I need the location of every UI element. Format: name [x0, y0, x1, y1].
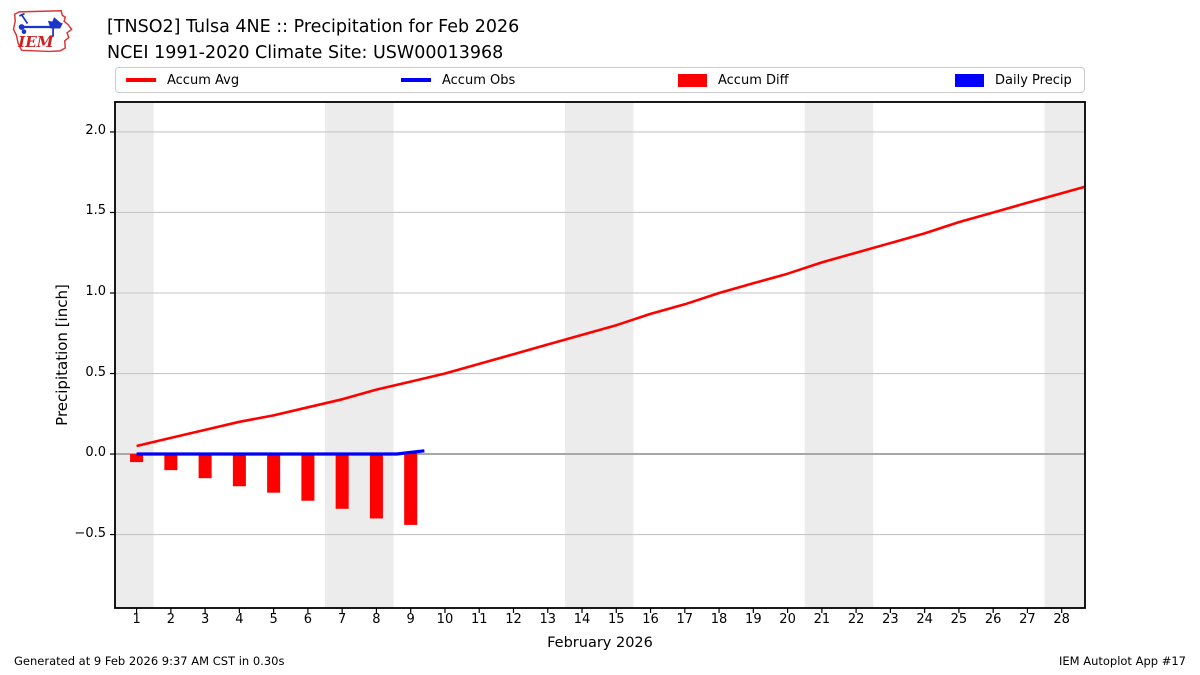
accum-diff-box-swatch — [678, 73, 707, 87]
weekend-band — [804, 102, 874, 608]
accum-obs-line-swatch — [401, 78, 431, 82]
y-tick-label: 0.0 — [85, 445, 106, 461]
y-tick-label: 1.5 — [85, 203, 106, 219]
accum-diff-bar — [164, 454, 178, 471]
x-tick-label: 17 — [676, 612, 694, 627]
x-tick-label: 7 — [338, 612, 347, 627]
chart-subtitle: NCEI 1991-2020 Climate Site: USW00013968 — [107, 42, 504, 63]
iem-logo: IEM — [12, 9, 73, 53]
footer-generated-text: Generated at 9 Feb 2026 9:37 AM CST in 0… — [14, 654, 285, 668]
y-tick-label: −0.5 — [74, 525, 106, 541]
x-tick-label: 4 — [235, 612, 244, 627]
accum-diff-bar — [198, 454, 212, 479]
accum-avg-line — [136, 185, 1086, 448]
legend-label-daily-precip: Daily Precip — [995, 72, 1072, 88]
x-tick-label: 6 — [303, 612, 313, 627]
chart-header: [TNSO2] Tulsa 4NE :: Precipitation for F… — [107, 15, 519, 66]
daily-precip-box-swatch — [955, 73, 984, 87]
y-tick-label: 0.5 — [85, 364, 106, 380]
plot-border — [114, 101, 1086, 609]
x-axis-label: February 2026 — [547, 635, 653, 651]
iem-logo-text: IEM — [17, 33, 55, 51]
weekend-band — [115, 102, 154, 608]
y-axis-label: Precipitation [inch] — [53, 284, 71, 426]
accum-diff-bar — [369, 454, 383, 519]
accum-diff-bar — [267, 454, 281, 493]
weekend-band — [1044, 102, 1085, 608]
x-tick-label: 16 — [642, 612, 659, 627]
x-tick-label: 27 — [1019, 612, 1036, 627]
accum-obs-line — [136, 449, 425, 456]
accum-diff-bar — [232, 454, 246, 487]
x-tick-label: 5 — [269, 612, 278, 627]
x-tick-label: 25 — [950, 612, 968, 627]
x-tick-label: 11 — [470, 612, 488, 627]
x-tick-label: 15 — [607, 612, 625, 627]
x-tick-label: 14 — [573, 612, 591, 627]
accum-diff-bar — [335, 454, 349, 509]
legend-item-accum-diff: Accum Diff — [678, 68, 789, 92]
x-tick-label: 12 — [505, 612, 522, 627]
accum-diff-bar — [130, 454, 144, 463]
accum-avg-line-swatch — [126, 78, 156, 82]
y-tick-label: 2.0 — [85, 122, 106, 138]
weekend-band — [564, 102, 634, 608]
x-tick-label: 24 — [916, 612, 933, 627]
x-tick-label: 22 — [847, 612, 865, 627]
chart-legend: Accum Avg Accum Obs Accum Diff Daily Pre… — [115, 67, 1085, 93]
accum-diff-bar — [301, 454, 315, 501]
x-tick-label: 28 — [1053, 612, 1070, 627]
x-tick-label: 8 — [372, 612, 381, 627]
legend-item-daily-precip: Daily Precip — [955, 68, 1072, 92]
x-tick-label: 21 — [813, 612, 831, 627]
legend-label-accum-avg: Accum Avg — [167, 72, 240, 88]
x-tick-label: 9 — [406, 612, 415, 627]
legend-label-accum-diff: Accum Diff — [718, 72, 789, 88]
x-tick-label: 18 — [710, 612, 728, 627]
footer-app-text: IEM Autoplot App #17 — [1058, 654, 1186, 668]
x-tick-label: 23 — [882, 612, 899, 627]
x-tick-label: 10 — [436, 612, 454, 627]
x-tick-label: 13 — [539, 612, 556, 627]
x-tick-label: 26 — [984, 612, 1002, 627]
legend-item-accum-avg: Accum Avg — [126, 68, 239, 92]
accum-diff-bar — [404, 454, 418, 525]
x-tick-label: 2 — [166, 612, 175, 627]
weekend-band — [325, 102, 394, 608]
legend-label-accum-obs: Accum Obs — [442, 72, 516, 88]
x-tick-label: 19 — [745, 612, 762, 627]
chart-title: [TNSO2] Tulsa 4NE :: Precipitation for F… — [107, 17, 520, 37]
weather-vane-icon — [18, 12, 63, 38]
x-tick-label: 20 — [779, 612, 796, 627]
y-tick-label: 1.0 — [85, 283, 106, 299]
x-tick-label: 3 — [200, 612, 210, 627]
legend-item-accum-obs: Accum Obs — [401, 68, 515, 92]
x-tick-label: 1 — [132, 612, 141, 627]
